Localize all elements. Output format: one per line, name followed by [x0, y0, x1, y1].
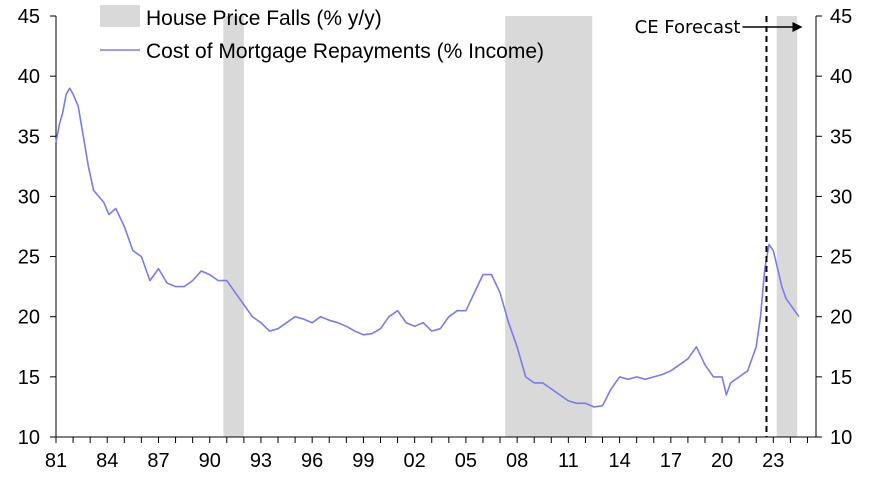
x-tick-label: 17 [660, 450, 682, 472]
legend: House Price Falls (% y/y) Cost of Mortga… [100, 5, 544, 63]
x-tick-label: 05 [455, 450, 477, 472]
house-price-fall-band [776, 16, 798, 437]
mortgage-cost-line [55, 87, 800, 408]
y-tick-label-left: 40 [18, 66, 40, 88]
forecast-arrowhead-icon [792, 22, 803, 32]
legend-shade-swatch [100, 5, 140, 27]
house-price-fall-band [223, 16, 244, 437]
x-tick-label: 96 [301, 450, 323, 472]
y-tick-label-right: 45 [830, 6, 852, 28]
y-tick-label-left: 45 [18, 6, 40, 28]
x-tick-label: 93 [250, 450, 272, 472]
axes: 10 10 15 15 20 20 25 25 30 30 35 35 40 40 45 45 81 84 87 90… [18, 6, 853, 472]
x-tick-label: 90 [199, 450, 221, 472]
y-tick-label-right: 35 [830, 126, 852, 148]
y-tick-label-left: 20 [18, 307, 40, 329]
x-tick-label: 14 [608, 450, 630, 472]
x-tick-label: 23 [762, 450, 784, 472]
legend-line-label: Cost of Mortgage Repayments (% Income) [146, 40, 544, 63]
x-tick-label: 99 [352, 450, 374, 472]
x-tick-label: 11 [558, 450, 579, 472]
x-tick-label: 02 [404, 450, 426, 472]
shaded-periods [223, 16, 798, 437]
y-tick-label-left: 30 [18, 186, 40, 208]
x-tick-label: 84 [96, 450, 118, 472]
x-tick-label: 87 [147, 450, 169, 472]
y-tick-label-left: 10 [18, 427, 40, 449]
y-tick-label-right: 25 [830, 247, 852, 269]
y-tick-label-left: 15 [18, 367, 40, 389]
y-tick-label-right: 15 [830, 367, 852, 389]
y-tick-label-left: 35 [18, 126, 40, 148]
x-tick-label: 20 [711, 450, 733, 472]
legend-shade-label: House Price Falls (% y/y) [146, 7, 382, 30]
y-tick-label-right: 30 [830, 186, 852, 208]
house-price-fall-band [505, 16, 593, 437]
x-tick-label: 08 [506, 450, 528, 472]
series-lines [55, 87, 800, 408]
y-tick-label-right: 10 [830, 427, 852, 449]
y-tick-label-right: 20 [830, 307, 852, 329]
y-tick-label-right: 40 [830, 66, 852, 88]
y-tick-label-left: 25 [18, 247, 40, 269]
x-tick-label: 81 [45, 450, 67, 472]
forecast-annotation: CE Forecast [635, 16, 803, 437]
forecast-label: CE Forecast [635, 17, 741, 38]
